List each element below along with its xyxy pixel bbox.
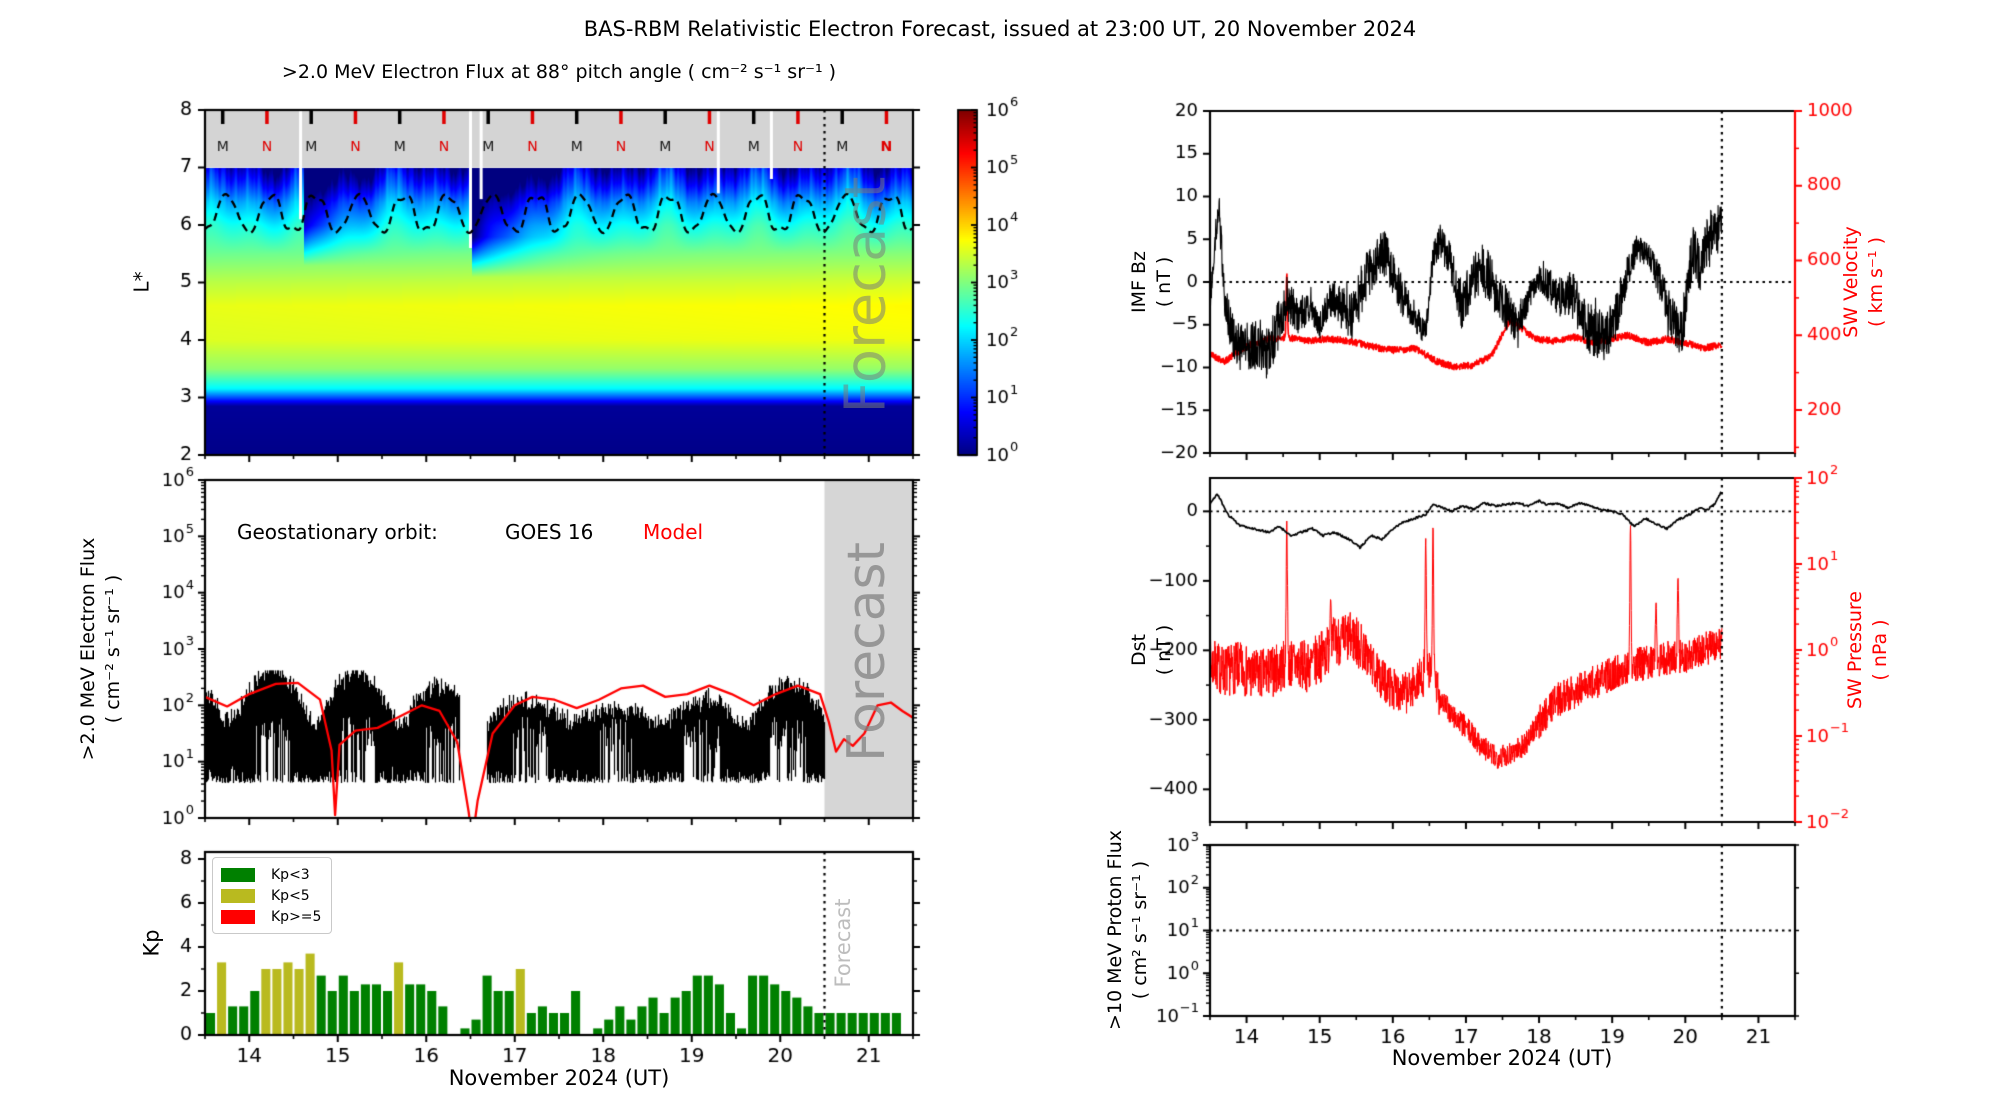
kp-legend-label-high: Kp>=5 (271, 908, 322, 925)
proton-y-axis-label: >10 MeV Proton Flux ( cm² s⁻¹ sr⁻¹ ) (1103, 830, 1153, 1030)
kp-legend: Kp<3 Kp<5 Kp>=5 (212, 857, 333, 934)
forecast-watermark-flux: Forecast (837, 541, 897, 763)
kp-y-axis-label: Kp (139, 929, 164, 957)
kp-legend-label-mid: Kp<5 (271, 887, 310, 904)
kp-legend-swatch-green (221, 867, 255, 882)
flux-y-axis-label: >2.0 MeV Electron Flux ( cm⁻² s⁻¹ sr⁻¹ ) (76, 538, 126, 761)
kp-legend-label-low: Kp<3 (271, 866, 310, 883)
kp-legend-item-high: Kp>=5 (221, 906, 321, 927)
proton-y-axis-label-line2: ( cm² s⁻¹ sr⁻¹ ) (1129, 860, 1151, 1000)
bz-y-axis-label: IMF Bz ( nT ) (1127, 251, 1177, 313)
page-title: BAS-RBM Relativistic Electron Forecast, … (583, 17, 1417, 41)
proton-y-axis-label-line1: >10 MeV Proton Flux (1104, 829, 1126, 1031)
kp-legend-item-low: Kp<3 (221, 864, 321, 885)
kp-legend-item-mid: Kp<5 (221, 885, 321, 906)
dst-y-axis-label: Dst ( nT ) (1127, 625, 1177, 676)
flux-series-goes16-label: GOES 16 (505, 520, 594, 544)
flux-series-model-label: Model (643, 520, 704, 544)
heatmap-title: >2.0 MeV Electron Flux at 88° pitch angl… (281, 61, 837, 83)
forecast-watermark-kp: Forecast (831, 898, 855, 988)
heatmap-y-axis-label: L* (129, 271, 154, 293)
sw-pressure-label-line2: ( nPa ) (1869, 619, 1891, 681)
left-x-axis-label: November 2024 (UT) (448, 1066, 670, 1090)
forecast-watermark-heatmap: Forecast (833, 176, 899, 414)
dst-y-axis-label-line2: ( nT ) (1153, 624, 1175, 676)
kp-legend-swatch-red (221, 909, 255, 924)
flux-y-axis-label-line1: >2.0 MeV Electron Flux (77, 537, 99, 761)
sw-velocity-label-line2: ( km s⁻¹ ) (1865, 237, 1887, 328)
flux-annotation-prefix: Geostationary orbit: (237, 520, 438, 544)
sw-pressure-label-line1: SW Pressure (1844, 590, 1866, 710)
kp-legend-swatch-yellow (221, 888, 255, 903)
bz-y-axis-label-line1: IMF Bz (1128, 251, 1150, 313)
flux-y-axis-label-line2: ( cm⁻² s⁻¹ sr⁻¹ ) (102, 574, 124, 724)
sw-velocity-label-line1: SW Velocity (1840, 226, 1862, 338)
dst-y-axis-label-line1: Dst (1128, 634, 1150, 666)
bz-y-axis-label-line2: ( nT ) (1153, 256, 1175, 308)
right-x-axis-label: November 2024 (UT) (1391, 1046, 1613, 1070)
sw-velocity-y-axis-label: SW Velocity ( km s⁻¹ ) (1839, 226, 1889, 337)
sw-pressure-y-axis-label: SW Pressure ( nPa ) (1843, 591, 1893, 709)
